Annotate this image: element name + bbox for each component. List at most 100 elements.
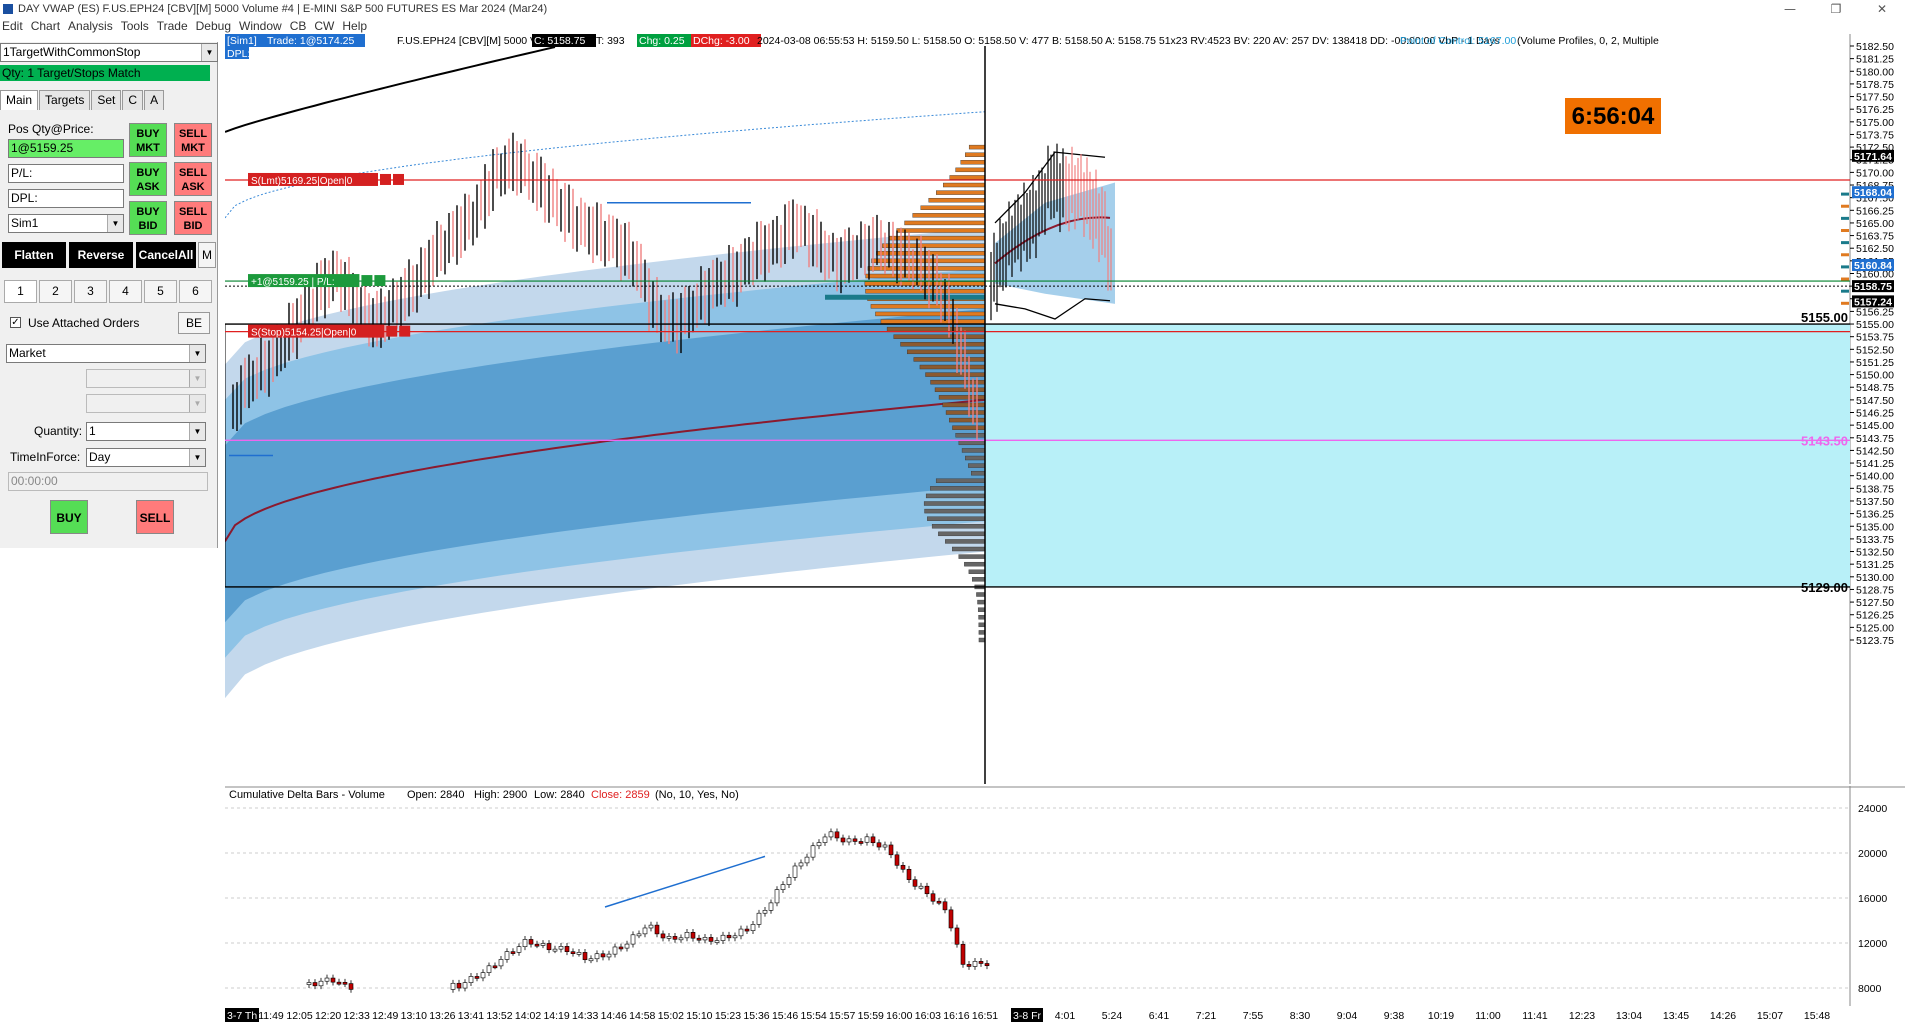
chevron-down-icon[interactable]: ▼ [189, 345, 205, 362]
time-label: 16:16 [943, 1010, 969, 1022]
menu-help[interactable]: Help [342, 19, 368, 33]
buy-bid-button[interactable]: BUY BID [129, 201, 167, 235]
m-button[interactable]: M [198, 242, 216, 268]
buy-ask-button[interactable]: BUY ASK [129, 162, 167, 196]
price-1-field[interactable]: ▼ [86, 369, 206, 388]
time-label: 5:24 [1102, 1010, 1123, 1022]
time-label: 15:10 [686, 1010, 712, 1022]
quantity-select[interactable]: 1 ▼ [86, 422, 206, 441]
menu-window[interactable]: Window [239, 19, 282, 33]
chevron-down-icon[interactable]: ▼ [107, 215, 123, 232]
good-till-time-field[interactable]: 00:00:00 [8, 472, 208, 491]
sell-ask-button[interactable]: SELL ASK [174, 162, 212, 196]
delta-bar [636, 933, 642, 937]
menu-cb[interactable]: CB [289, 19, 307, 33]
dpl-field[interactable]: DPL: [8, 189, 124, 208]
delta-bar [870, 836, 876, 844]
buy-mkt-button[interactable]: BUY MKT [129, 123, 167, 157]
menu-edit[interactable]: Edit [2, 19, 23, 33]
order-move-icon[interactable] [380, 173, 391, 185]
tab-targets[interactable]: Targets [39, 90, 91, 110]
qty-preset-4-button[interactable]: 4 [109, 280, 142, 303]
be-button[interactable]: BE [178, 312, 210, 334]
position-label[interactable]: +1@5159.25 | P/L: [248, 274, 386, 288]
volume-profile-bar [952, 546, 986, 552]
delta-bar [558, 946, 564, 950]
delta-bar [654, 924, 660, 935]
app-logo-icon [3, 4, 13, 14]
target-order-label-bg [248, 172, 378, 186]
delta-bar [468, 976, 474, 983]
chevron-down-icon[interactable]: ▼ [189, 423, 205, 440]
buy-button[interactable]: BUY [50, 500, 88, 534]
cyan-zone-rect [985, 324, 1850, 587]
countdown-bg [1565, 98, 1661, 134]
tab-set[interactable]: Set [91, 90, 122, 110]
target-order-label[interactable]: S(Lmt)5169.25|Open|0 [248, 172, 404, 187]
order-move-icon[interactable] [361, 275, 373, 287]
menu-trade[interactable]: Trade [156, 19, 188, 33]
cumulative-delta-chart[interactable]: 24000 20000 16000 12000 8000 Cumulative Delt… [225, 786, 1905, 1006]
flatten-button[interactable]: Flatten [2, 242, 66, 268]
order-cancel-icon[interactable] [399, 325, 411, 337]
pl-field[interactable]: P/L: [8, 164, 124, 183]
qty-preset-1-button[interactable]: 1 [4, 280, 37, 303]
stop-order-text: S(Stop)5154.25|Open|0 [251, 328, 357, 339]
price-chart[interactable]: S(Lmt)5169.25|Open|0 +1@5159.25 | P/L: S(S… [225, 34, 1905, 784]
price-2-field[interactable]: ▼ [86, 394, 206, 413]
menu-debug[interactable]: Debug [195, 19, 232, 33]
price-axis-label: 5173.75 [1856, 129, 1894, 141]
delta-bar [738, 928, 744, 937]
sell-button[interactable]: SELL [136, 500, 174, 534]
pos-qty-field[interactable]: 1@5159.25 [8, 139, 124, 158]
use-attached-checkbox[interactable]: ✓ [10, 317, 21, 328]
delta-bar [906, 868, 912, 880]
order-cancel-icon[interactable] [374, 275, 386, 287]
mini-profile-bar [1841, 265, 1849, 269]
reverse-button[interactable]: Reverse [69, 242, 133, 268]
menu-cw[interactable]: CW [314, 19, 335, 33]
delta-bar [876, 842, 882, 848]
delta-bar [594, 953, 600, 960]
sell-bid-button[interactable]: SELL BID [174, 201, 212, 235]
qty-preset-3-button[interactable]: 3 [74, 280, 107, 303]
delta-bar [696, 937, 702, 941]
delta-bar [324, 977, 330, 982]
volume-profile-bar [955, 167, 986, 173]
chevron-down-icon[interactable]: ▼ [201, 44, 217, 61]
menu-chart[interactable]: Chart [30, 19, 61, 33]
strategy-select[interactable]: 1TargetWithCommonStop ▼ [0, 43, 218, 62]
price-axis-label: 5137.50 [1856, 496, 1894, 508]
last-price-tag-bg [532, 34, 596, 47]
menu-analysis[interactable]: Analysis [68, 19, 113, 33]
sell-mkt-button[interactable]: SELL MKT [174, 123, 212, 157]
time-label: 15:59 [858, 1010, 884, 1022]
volume-profile-bar [919, 364, 986, 370]
stop-order-label[interactable]: S(Stop)5154.25|Open|0 [248, 324, 411, 339]
order-cancel-icon[interactable] [393, 173, 404, 185]
tif-select[interactable]: Day ▼ [86, 448, 206, 467]
restore-icon[interactable]: ❐ [1830, 2, 1842, 16]
time-label: 15:54 [800, 1010, 826, 1022]
qty-preset-5-button[interactable]: 5 [144, 280, 177, 303]
cancel-all-button[interactable]: CancelAll [136, 242, 196, 268]
chart-area: S(Lmt)5169.25|Open|0 +1@5159.25 | P/L: S(S… [225, 34, 1905, 1024]
quantity-label: Quantity: [34, 424, 83, 438]
qty-preset-6-button[interactable]: 6 [179, 280, 212, 303]
chevron-down-icon[interactable]: ▼ [189, 395, 205, 412]
delta-bar [606, 953, 612, 958]
trendline-delta[interactable] [604, 855, 766, 908]
tab-main[interactable]: Main [0, 90, 39, 110]
menu-tools[interactable]: Tools [120, 19, 149, 33]
minimize-icon[interactable]: — [1784, 2, 1796, 16]
chevron-down-icon[interactable]: ▼ [189, 370, 205, 387]
order-move-icon[interactable] [386, 325, 398, 337]
account-select[interactable]: Sim1 ▼ [8, 214, 124, 233]
chevron-down-icon[interactable]: ▼ [189, 449, 205, 466]
qty-preset-2-button[interactable]: 2 [39, 280, 72, 303]
close-icon[interactable]: ✕ [1876, 2, 1888, 16]
tab-a[interactable]: A [144, 90, 165, 110]
order-type-select[interactable]: Market ▼ [6, 344, 206, 363]
time-label: 9:04 [1337, 1010, 1358, 1022]
tab-c[interactable]: C [122, 90, 144, 110]
